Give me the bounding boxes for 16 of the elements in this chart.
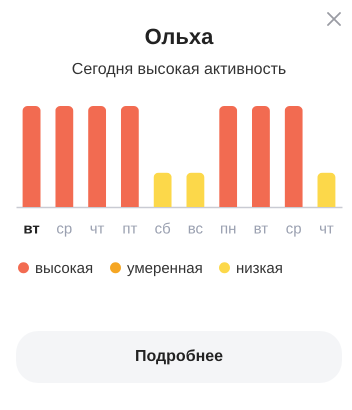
x-tick-label: вт <box>254 220 268 238</box>
chart-title: Ольха <box>144 24 214 49</box>
x-tick-label: вт <box>23 220 40 238</box>
chart-subtitle: Сегодня высокая активность <box>72 61 286 78</box>
legend-label: высокая <box>35 260 94 277</box>
x-tick-label: ср <box>56 220 72 238</box>
x-tick-label: пт <box>122 220 138 238</box>
legend-label: низкая <box>236 260 283 277</box>
x-tick-label: пн <box>220 220 236 238</box>
x-tick-label: сб <box>154 220 171 238</box>
x-tick-label: ср <box>286 220 302 238</box>
x-tick-label: чт <box>319 220 334 238</box>
legend-label: умеренная <box>127 260 203 277</box>
x-tick-label: вс <box>188 220 204 238</box>
button: Подробнее <box>16 331 342 383</box>
x-tick-label: чт <box>90 220 105 238</box>
